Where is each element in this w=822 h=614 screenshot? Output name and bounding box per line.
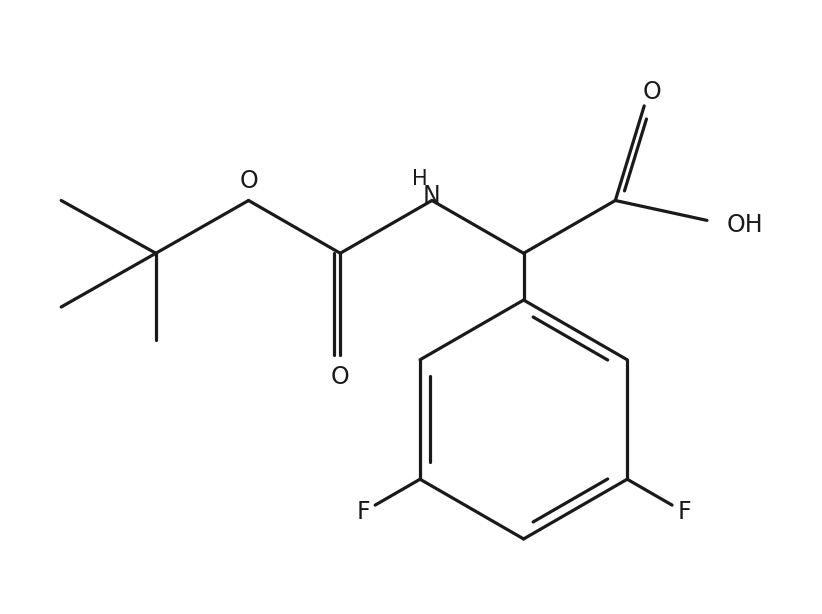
Text: H: H [412,169,427,188]
Text: N: N [423,184,441,208]
Text: O: O [239,169,258,193]
Text: OH: OH [727,214,764,238]
Text: F: F [677,500,691,524]
Text: O: O [643,80,662,104]
Text: F: F [356,500,370,524]
Text: O: O [331,365,349,389]
